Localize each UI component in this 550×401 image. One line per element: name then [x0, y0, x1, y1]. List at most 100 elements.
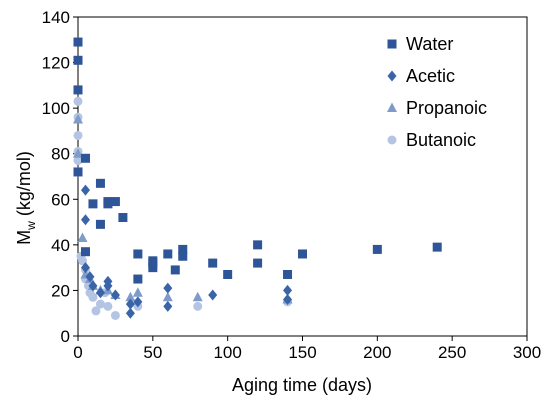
data-point-water — [95, 178, 105, 188]
data-point-butanoic — [103, 301, 113, 311]
data-point-water — [80, 247, 90, 257]
data-point-water — [148, 258, 158, 268]
data-point-acetic — [88, 280, 98, 292]
data-point-water — [163, 249, 173, 259]
legend-item-propanoic: Propanoic — [387, 98, 487, 118]
series-acetic — [73, 166, 293, 319]
data-point-butanoic — [73, 130, 83, 140]
legend: Water Acetic Propanoic Butanoic — [370, 24, 519, 159]
data-point-water — [178, 244, 188, 254]
data-point-propanoic — [132, 287, 143, 297]
series-propanoic — [73, 114, 293, 304]
data-point-water — [283, 269, 293, 279]
data-point-water — [432, 242, 442, 252]
x-tick-label: 200 — [363, 343, 391, 362]
x-tick-label: 100 — [213, 343, 241, 362]
x-tick-label: 150 — [288, 343, 316, 362]
data-point-butanoic — [88, 292, 98, 302]
x-axis-title: Aging time (days) — [232, 375, 372, 395]
data-point-acetic — [103, 275, 113, 287]
data-point-water — [178, 251, 188, 261]
legend-item-butanoic: Butanoic — [387, 130, 476, 150]
data-point-propanoic — [77, 232, 88, 243]
data-point-water — [253, 258, 263, 268]
data-point-propanoic — [73, 114, 83, 124]
legend-marker-water — [387, 39, 397, 49]
y-axis-title: Mw (kg/mol) — [14, 151, 38, 245]
data-point-butanoic — [73, 156, 83, 166]
data-point-acetic — [283, 284, 293, 296]
data-point-water — [208, 258, 218, 268]
data-point-water — [88, 199, 98, 209]
y-tick-label: 20 — [51, 281, 70, 300]
data-point-propanoic — [73, 148, 83, 158]
legend-item-acetic: Acetic — [387, 66, 455, 86]
data-point-water — [372, 244, 382, 254]
y-axis-title-rest: (kg/mol) — [14, 151, 34, 221]
data-point-water — [170, 265, 180, 275]
y-tick-label: 80 — [51, 145, 70, 164]
x-tick-label: 0 — [73, 343, 82, 362]
legend-marker-acetic — [387, 70, 397, 82]
y-tick-label: 120 — [42, 54, 70, 73]
data-points — [73, 37, 442, 320]
data-point-butanoic — [193, 301, 203, 311]
data-point-water — [73, 55, 83, 65]
data-point-propanoic — [125, 291, 136, 302]
series-water — [73, 37, 442, 284]
x-tick-label: 300 — [513, 343, 541, 362]
legend-marker-propanoic — [387, 102, 397, 112]
data-point-acetic — [80, 184, 90, 196]
legend-label-acetic: Acetic — [406, 66, 455, 86]
data-point-water — [103, 199, 113, 209]
data-point-water — [223, 269, 233, 279]
y-tick-label: 140 — [42, 8, 70, 27]
data-point-butanoic — [110, 310, 120, 320]
data-point-propanoic — [162, 291, 173, 302]
data-point-butanoic — [91, 306, 101, 316]
y-axis-title-subscript: w — [24, 221, 38, 231]
y-axis-title-main: M — [14, 230, 34, 245]
data-point-water — [148, 263, 158, 273]
data-point-acetic — [163, 300, 173, 312]
legend-label-butanoic: Butanoic — [406, 130, 476, 150]
data-point-acetic — [95, 287, 105, 299]
data-point-acetic — [125, 307, 135, 319]
y-axis-ticks: 0 20 40 60 80 100 120 140 — [42, 8, 78, 346]
data-point-acetic — [133, 296, 143, 308]
data-point-water — [133, 249, 143, 259]
y-tick-label: 40 — [51, 236, 70, 255]
data-point-acetic — [208, 289, 218, 301]
y-tick-label: 0 — [61, 327, 70, 346]
data-point-acetic — [80, 262, 90, 274]
data-point-water — [298, 249, 307, 259]
data-point-water — [118, 213, 128, 223]
x-axis-ticks: 0 50 100 150 200 250 300 — [73, 336, 541, 362]
data-point-propanoic — [192, 291, 203, 302]
y-tick-label: 60 — [51, 190, 70, 209]
legend-marker-butanoic — [387, 135, 397, 145]
data-point-butanoic — [95, 299, 105, 309]
data-point-water — [80, 153, 90, 163]
data-point-acetic — [80, 214, 90, 226]
data-point-water — [73, 167, 83, 177]
data-point-water — [73, 85, 83, 95]
data-point-acetic — [85, 271, 95, 283]
data-point-butanoic — [73, 96, 83, 106]
data-point-acetic — [283, 294, 293, 306]
data-point-water — [110, 197, 120, 207]
y-tick-label: 100 — [42, 99, 70, 118]
x-tick-label: 250 — [438, 343, 466, 362]
data-point-water — [73, 37, 83, 47]
x-tick-label: 50 — [143, 343, 162, 362]
data-point-water — [133, 274, 143, 284]
data-point-acetic — [163, 282, 173, 294]
legend-label-propanoic: Propanoic — [406, 98, 487, 118]
legend-label-water: Water — [406, 34, 453, 54]
data-point-water — [253, 240, 263, 250]
legend-item-water: Water — [387, 34, 453, 54]
data-point-acetic — [110, 289, 120, 301]
data-point-water — [95, 219, 105, 229]
